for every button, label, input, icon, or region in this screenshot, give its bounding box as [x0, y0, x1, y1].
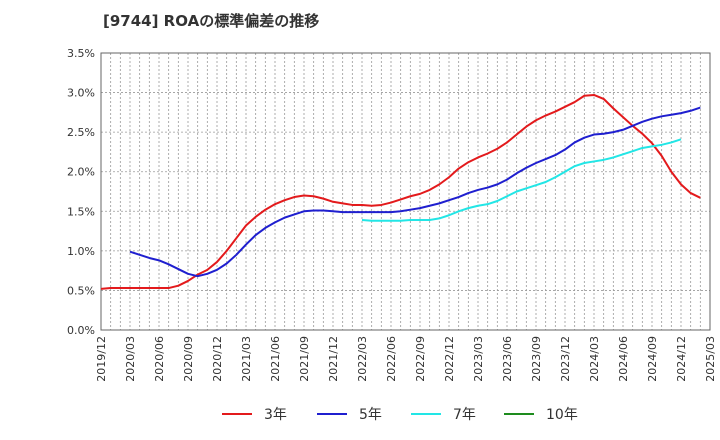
y-tick-label: 0.0% [67, 324, 95, 337]
series-line [361, 138, 682, 222]
x-tick-label: 2024/03 [588, 336, 601, 382]
x-tick-label: 2023/03 [472, 336, 485, 382]
x-tick-label: 2021/06 [269, 336, 282, 382]
x-tick-label: 2025/03 [704, 336, 717, 382]
series-lines [100, 93, 701, 290]
legend-label: 5年 [359, 407, 382, 423]
x-tick-label: 2021/03 [240, 336, 253, 382]
x-tick-label: 2022/09 [414, 336, 427, 382]
x-tick-label: 2024/12 [675, 336, 688, 382]
y-tick-label: 3.5% [67, 47, 95, 60]
x-tick-label: 2021/12 [327, 336, 340, 382]
x-axis-tick-labels: 2019/12 2020/03 2020/06 2020/09 2020/12 2021/… [95, 336, 717, 382]
x-tick-label: 2024/09 [646, 336, 659, 382]
legend-label: 7年 [453, 407, 476, 423]
x-tick-label: 2023/12 [559, 336, 572, 382]
x-tick-label: 2024/06 [617, 336, 630, 382]
legend-label: 3年 [264, 407, 287, 423]
y-tick-label: 3.0% [67, 87, 95, 100]
grid-lines [101, 53, 710, 330]
x-tick-label: 2020/09 [182, 336, 195, 382]
y-tick-label: 1.0% [67, 245, 95, 258]
y-tick-label: 2.5% [67, 126, 95, 139]
x-tick-label: 2020/03 [124, 336, 137, 382]
series-line [100, 93, 701, 290]
y-tick-label: 2.0% [67, 166, 95, 179]
y-axis-tick-labels: 0.0% 0.5% 1.0% 1.5% 2.0% 2.5% 3.0% 3.5% [67, 47, 95, 337]
x-tick-label: 2023/09 [530, 336, 543, 382]
legend: 3年 5年 7年 10年 [222, 407, 578, 423]
x-tick-label: 2019/12 [95, 336, 108, 382]
x-tick-label: 2021/09 [298, 336, 311, 382]
x-tick-label: 2022/03 [356, 336, 369, 382]
x-tick-label: 2022/06 [385, 336, 398, 382]
legend-label: 10年 [546, 407, 578, 423]
x-tick-label: 2023/06 [501, 336, 514, 382]
plot-area [100, 52, 711, 331]
x-tick-label: 2020/12 [211, 336, 224, 382]
x-tick-label: 2020/06 [153, 336, 166, 382]
y-tick-label: 1.5% [67, 205, 95, 218]
series-line [129, 106, 701, 278]
y-tick-label: 0.5% [67, 284, 95, 297]
x-tick-label: 2022/12 [443, 336, 456, 382]
chart-title: [9744] ROAの標準偏差の推移 [103, 12, 320, 30]
